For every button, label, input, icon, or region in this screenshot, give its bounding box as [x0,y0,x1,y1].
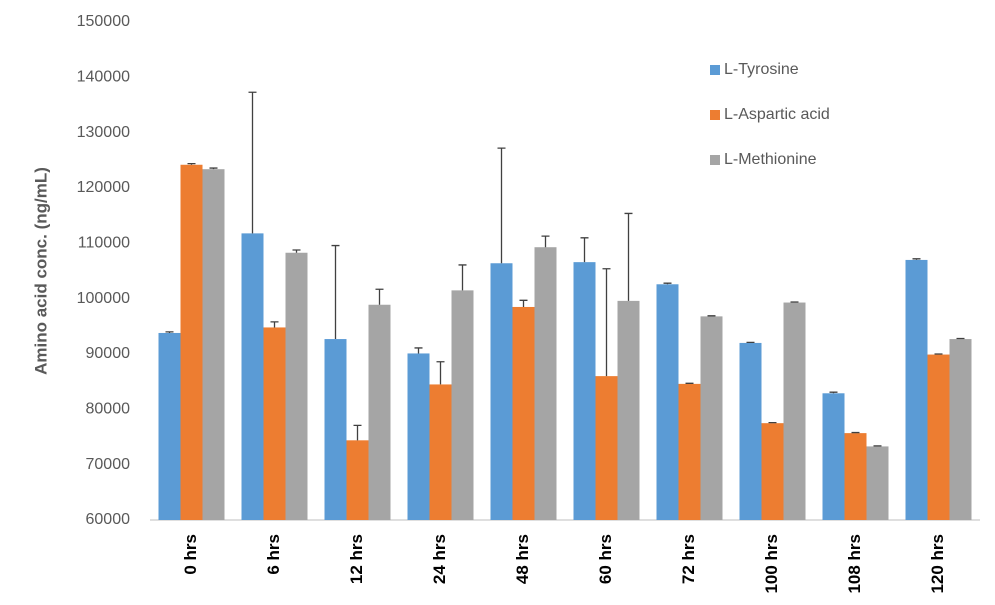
bar [700,316,723,520]
error-bar [353,424,362,441]
error-bar [768,421,777,424]
error-bar [541,235,550,248]
bar [783,302,806,520]
bar [678,383,701,520]
error-bar [746,341,755,344]
y-tick-label: 100000 [77,290,130,307]
x-tick-label: 120 hrs [928,534,947,594]
legend-label: L-Tyrosine [724,61,799,78]
error-bar [187,163,196,165]
bar [407,353,430,520]
error-bar [956,337,965,340]
y-tick-label: 70000 [86,456,131,473]
bar [241,233,264,520]
error-bar [497,147,506,264]
error-bar [790,301,799,303]
y-tick-label: 80000 [86,401,131,418]
bar [202,169,225,521]
error-bar [414,347,423,354]
y-tick-label: 150000 [77,13,130,30]
error-bar [209,167,218,170]
y-tick-label: 110000 [78,235,130,252]
bar [158,332,181,520]
x-tick-label: 12 hrs [347,534,366,584]
error-bar [165,331,174,333]
bar [739,342,762,520]
y-tick-label: 90000 [86,345,131,362]
x-tick-label: 24 hrs [430,534,449,584]
error-bar [331,244,340,340]
bar [761,423,784,520]
bar [905,259,928,520]
legend-swatch [710,65,720,75]
legend-swatch [710,155,720,165]
x-tick-label: 48 hrs [513,534,532,584]
error-bar [375,288,384,305]
bar [949,339,972,520]
bar [617,300,640,520]
error-bar [248,91,257,234]
error-bar [458,264,467,291]
error-bar [934,353,943,355]
error-bar [292,249,301,253]
bar [534,247,557,520]
error-bar [580,237,589,263]
bar [595,376,618,520]
bar [490,263,513,520]
bar [285,252,308,521]
bar [656,284,679,520]
error-bar [436,361,445,385]
error-bar [912,258,921,260]
bar [866,446,889,520]
y-tick-label: 140000 [77,69,130,86]
legend-swatch [710,110,720,120]
error-bar [851,431,860,434]
error-bar [685,382,694,384]
error-bar [707,315,716,317]
bar [263,327,286,520]
x-tick-label: 108 hrs [845,534,864,594]
legend-label: L-Aspartic acid [724,106,830,123]
error-bar [519,299,528,307]
bar [429,384,452,520]
bar [324,339,347,520]
legend-label: L-Methionine [724,151,817,168]
error-bar [663,282,672,285]
error-bar [270,321,279,328]
error-bar [602,268,611,377]
bar [451,290,474,520]
y-tick-label: 130000 [77,124,130,141]
y-tick-label: 120000 [77,179,130,196]
bar [573,262,596,520]
x-tick-label: 72 hrs [679,534,698,584]
x-tick-label: 100 hrs [762,534,781,594]
error-bar [873,445,882,447]
y-axis-label: Amino acid conc. (ng/mL) [31,167,50,375]
bar [927,354,950,520]
y-tick-label: 60000 [86,511,131,528]
bar [346,440,369,520]
error-bar [829,391,838,394]
x-tick-label: 60 hrs [596,534,615,584]
x-tick-label: 6 hrs [264,534,283,575]
bar [368,304,391,520]
bar [822,393,845,520]
bar [844,433,867,520]
bar [180,164,203,520]
error-bar [624,212,633,301]
x-tick-label: 0 hrs [181,534,200,575]
bar [512,306,535,520]
